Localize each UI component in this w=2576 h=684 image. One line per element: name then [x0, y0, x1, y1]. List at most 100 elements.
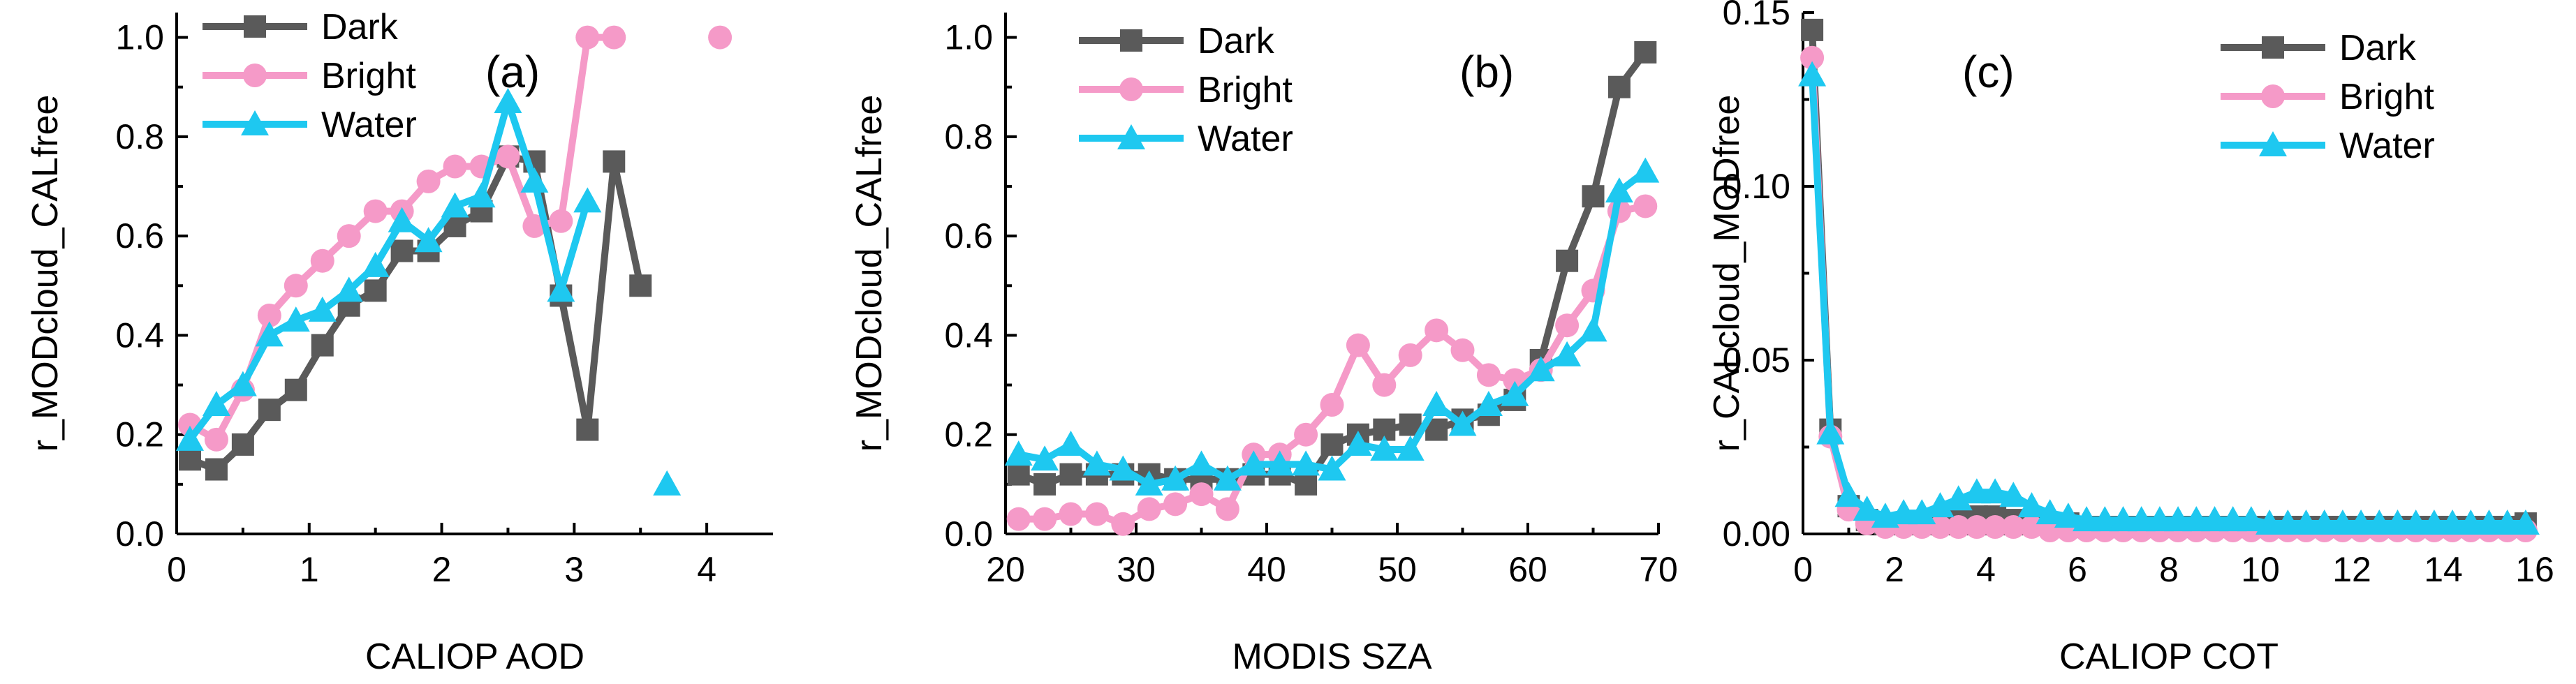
data-point-water [2511, 510, 2540, 535]
y-tick-label: 0.0 [944, 514, 993, 553]
data-point-water [2145, 506, 2174, 532]
data-point-water [1999, 482, 2028, 507]
data-point-bright [549, 209, 573, 233]
x-tick-label: 16 [2515, 550, 2554, 589]
data-point-water [520, 167, 549, 193]
data-point-water [1109, 455, 1138, 481]
x-tick-label: 1 [300, 550, 319, 589]
x-tick-label: 14 [2424, 550, 2463, 589]
panel-a: 0 1 2 3 4 0.0 0.2 0.4 0.6 0.8 1.0 CALIOP AOD r_MODcl… [25, 7, 773, 677]
x-axis-label: MODIS SZA [1232, 637, 1431, 677]
data-point-water [1135, 470, 1163, 496]
data-point-water [308, 296, 337, 322]
y-axis-label: r_MODcloud_CALfree [849, 95, 890, 452]
data-point-bright [1983, 515, 2008, 540]
y-axis-label: r_MODcloud_CALfree [25, 95, 66, 452]
data-point-water [2292, 510, 2320, 535]
data-point-bright [257, 303, 281, 327]
data-point-dark [364, 279, 387, 302]
data-point-water [2054, 503, 2082, 528]
data-point-water [1908, 499, 1936, 525]
legend: Dark Bright Water [2221, 28, 2435, 166]
legend-marker-dark [244, 15, 266, 38]
data-point-bright [443, 154, 467, 179]
data-point-water [1396, 436, 1425, 461]
data-point-bright [2001, 515, 2026, 540]
data-point-water [573, 187, 602, 213]
y-tick-label: 0.8 [115, 117, 164, 156]
data-point-water [1239, 450, 1268, 476]
legend-marker-bright [1119, 77, 1143, 101]
data-point-water [2475, 510, 2503, 535]
data-point-bright [575, 25, 600, 50]
y-tick-label: 0.2 [115, 415, 164, 454]
data-point-water [1161, 465, 1190, 491]
x-tick-label: 3 [564, 550, 584, 589]
data-point-water [2091, 506, 2119, 532]
data-point-water [281, 306, 310, 332]
data-point-water [2493, 510, 2522, 535]
data-point-bright [416, 169, 441, 193]
data-point-water [547, 276, 575, 302]
data-point-bright [602, 25, 626, 50]
data-point-water [2457, 510, 2485, 535]
data-point-water [175, 425, 204, 451]
data-point-bright [1006, 507, 1031, 531]
data-point-bright [1346, 333, 1370, 357]
data-point-bright [1928, 515, 1952, 540]
data-point-water [2420, 510, 2448, 535]
data-point-bright [363, 199, 388, 223]
data-point-water [1834, 482, 1863, 507]
data-point-bright [204, 427, 228, 452]
data-point-water [414, 227, 443, 253]
x-axis-label: CALIOP AOD [365, 637, 584, 677]
y-tick-label: 1.0 [944, 18, 993, 57]
data-point-water [1926, 492, 1955, 518]
data-point-water [1944, 485, 1973, 511]
data-point-water [1422, 391, 1451, 417]
data-point-dark [311, 334, 334, 357]
data-point-water [255, 321, 284, 347]
data-point-water [441, 192, 469, 218]
data-point-water [1265, 450, 1294, 476]
data-point-water [228, 371, 257, 396]
legend: Dark Bright Water [1079, 21, 1293, 159]
legend-marker-water [1117, 124, 1145, 149]
data-point-water [653, 470, 682, 496]
data-point-dark [1556, 249, 1579, 272]
legend-label-dark: Dark [321, 7, 399, 47]
panel-c: 0 2 4 6 8 10 12 14 16 0.00 0.05 0.10 0.15 CALIOP COT r… [1707, 0, 2554, 677]
data-point-water [1448, 410, 1477, 436]
x-tick-label: 6 [2068, 550, 2087, 589]
x-tick-label: 50 [1378, 550, 1417, 589]
panel-b: 20 30 40 50 60 70 0.0 0.2 0.4 0.6 0.8 1.0 MODIS SZA r… [849, 13, 1678, 677]
data-point-bright [2019, 515, 2044, 540]
data-point-water [1553, 341, 1582, 366]
data-point-water [2401, 510, 2430, 535]
legend-marker-bright [243, 64, 267, 87]
data-point-bright [1633, 194, 1658, 218]
data-point-bright [708, 25, 733, 50]
data-point-water [1318, 455, 1346, 481]
data-point-water [1631, 157, 1660, 183]
data-point-bright [1294, 422, 1318, 447]
series-line-water [187, 98, 591, 442]
data-point-dark [1607, 75, 1631, 98]
x-tick-label: 12 [2332, 550, 2371, 589]
data-point-water [1031, 445, 1059, 471]
data-point-water [1605, 177, 1633, 203]
data-point-dark [1634, 40, 1657, 64]
series-line-dark [1017, 50, 1649, 488]
data-point-water [1501, 380, 1529, 406]
data-point-dark [1295, 473, 1318, 496]
data-point-water [1213, 465, 1242, 491]
panel-label: (a) [485, 47, 540, 97]
data-point-water [1981, 478, 2010, 504]
panel-label: (b) [1459, 47, 1514, 97]
legend-label-bright: Bright [2339, 77, 2434, 117]
data-point-water [2310, 510, 2339, 535]
data-point-bright [1372, 373, 1397, 397]
data-point-water [1082, 450, 1111, 476]
x-tick-label: 2 [432, 550, 452, 589]
